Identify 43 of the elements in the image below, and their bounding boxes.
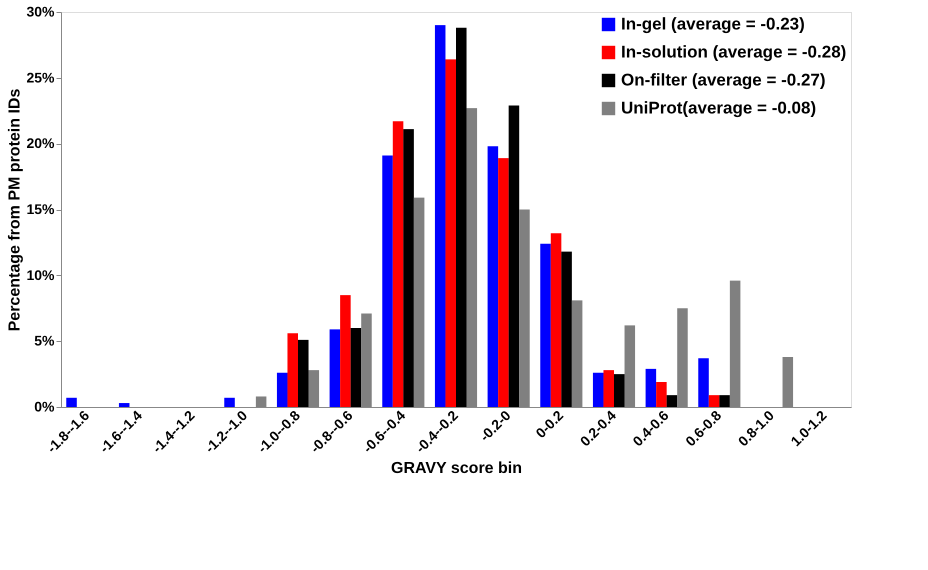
bar	[66, 398, 77, 407]
bar	[392, 121, 404, 407]
bar	[646, 368, 656, 407]
bar	[614, 374, 625, 407]
y-axis-title: Percentage from PM protein IDs	[6, 88, 24, 332]
bar	[603, 370, 614, 407]
y-tick-label: 5%	[34, 332, 56, 349]
y-tick-label: 30%	[26, 4, 56, 20]
y-tick-label: 25%	[26, 69, 56, 86]
bar	[330, 329, 340, 407]
bar	[224, 398, 235, 407]
bar	[382, 156, 393, 407]
bar	[276, 372, 288, 407]
bar	[118, 403, 130, 407]
bar	[498, 158, 509, 407]
bar	[508, 105, 520, 407]
bar	[666, 395, 678, 407]
y-tick-label: 0%	[34, 398, 56, 414]
y-tick-label: 20%	[26, 135, 56, 152]
legend-label: In-gel (average = -0.23)	[621, 14, 805, 34]
bar	[340, 295, 351, 407]
bar	[561, 252, 572, 407]
legend-label: In-solution (average = -0.28)	[621, 42, 846, 62]
bar	[403, 129, 414, 407]
bar	[698, 358, 709, 407]
bar	[456, 28, 467, 407]
bar	[298, 340, 309, 407]
bar	[540, 244, 551, 407]
bar	[287, 333, 298, 407]
bar	[592, 372, 604, 407]
bar	[656, 382, 667, 407]
y-tick-label: 15%	[26, 201, 56, 217]
bar	[434, 25, 446, 407]
bar	[550, 233, 562, 407]
y-tick-label: 10%	[26, 266, 56, 283]
bar	[445, 59, 456, 407]
bar	[719, 395, 730, 407]
legend-label: UniProt(average = -0.08)	[621, 98, 816, 118]
bar	[708, 395, 720, 407]
bar	[488, 146, 498, 407]
x-axis-title: GRAVY score bin	[391, 460, 522, 477]
bar	[350, 328, 362, 407]
legend-label: On-filter (average = -0.27)	[621, 70, 826, 90]
